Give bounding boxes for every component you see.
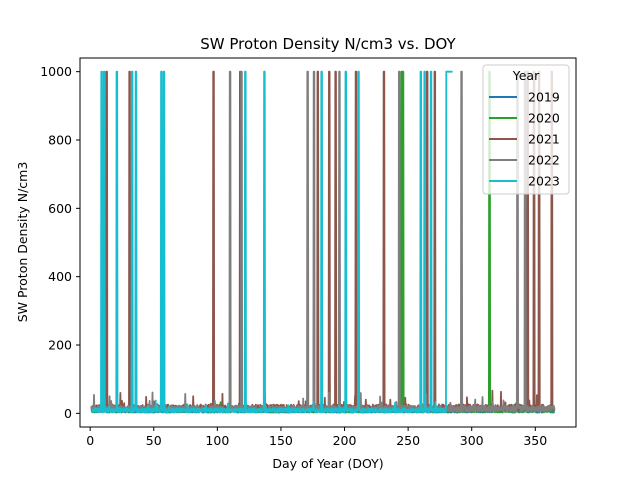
- y-tick-label: 400: [48, 269, 72, 284]
- series-layer: [90, 70, 556, 414]
- legend-label-2020: 2020: [528, 111, 560, 126]
- plot-frame: [79, 57, 577, 428]
- axes: 0 50 100 150 200 250 300 350 0 200 400 600 800 1000: [40, 57, 577, 448]
- legend-label-2021: 2021: [528, 132, 560, 147]
- x-tick-label: 100: [205, 433, 229, 448]
- y-tick-label: 600: [48, 201, 72, 216]
- legend: Year 2019 2020 2021 2022 2023: [482, 64, 570, 195]
- series-group: [90, 70, 556, 414]
- x-tick-label: 200: [333, 433, 357, 448]
- legend-label-2019: 2019: [528, 90, 560, 105]
- chart-title: SW Proton Density N/cm3 vs. DOY: [200, 35, 456, 53]
- x-tick-label: 300: [460, 433, 484, 448]
- y-tick-label: 800: [48, 133, 72, 148]
- legend-title: Year: [512, 68, 540, 83]
- x-axis-label: Day of Year (DOY): [272, 456, 383, 471]
- series-line-2023: [90, 70, 454, 414]
- x-tick-label: 50: [146, 433, 162, 448]
- legend-label-2023: 2023: [528, 174, 560, 189]
- y-tick-label: 0: [64, 406, 72, 421]
- x-tick-label: 350: [523, 433, 547, 448]
- y-tick-label: 200: [48, 338, 72, 353]
- y-axis-label: SW Proton Density N/cm3: [15, 162, 30, 323]
- x-tick-label: 250: [396, 433, 420, 448]
- x-tick-label: 150: [269, 433, 293, 448]
- x-tick-label: 0: [86, 433, 94, 448]
- legend-label-2022: 2022: [528, 153, 560, 168]
- y-tick-label: 1000: [40, 64, 72, 79]
